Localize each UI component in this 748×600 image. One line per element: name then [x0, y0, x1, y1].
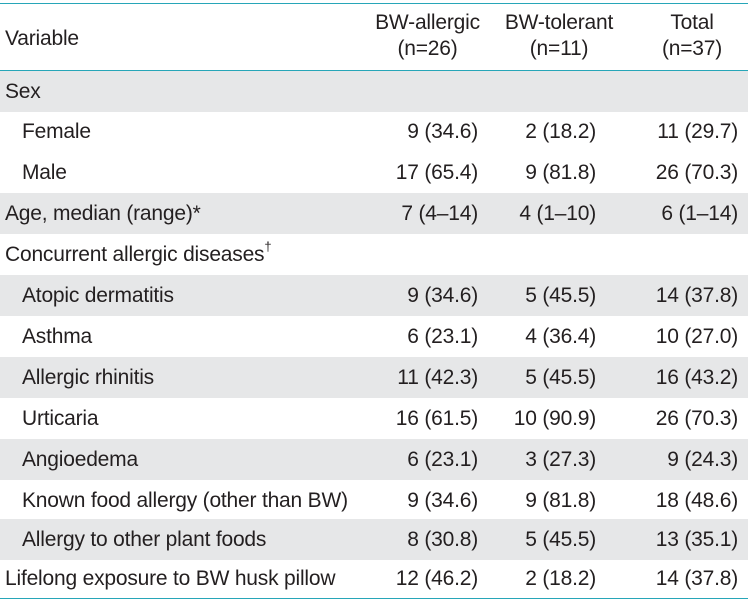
table-row-known-food-allergy: Known food allergy (other than BW) 9 (34… — [0, 480, 748, 521]
table-row-urticaria: Urticaria 16 (61.5) 10 (90.9) 26 (70.3) — [0, 398, 748, 439]
header-bw-tolerant-label: BW-tolerant — [504, 11, 614, 34]
row-value-allergic: 11 (42.3) — [397, 366, 478, 389]
row-value-allergic: 9 (34.6) — [407, 489, 478, 512]
row-value-total: 10 (27.0) — [655, 325, 738, 348]
row-value-total: 26 (70.3) — [655, 407, 738, 430]
row-value-tolerant: 9 (81.8) — [525, 489, 596, 512]
row-label: Age, median (range)* — [5, 202, 201, 225]
row-label: Known food allergy (other than BW) — [22, 489, 348, 512]
row-label: Concurrent allergic diseases† — [5, 234, 272, 275]
header-total-n: (n=37) — [661, 37, 723, 60]
row-label: Asthma — [22, 325, 92, 348]
row-value-total: 9 (24.3) — [667, 448, 738, 471]
table-row-age: Age, median (range)* 7 (4–14) 4 (1–10) 6… — [0, 193, 748, 234]
row-value-allergic: 7 (4–14) — [401, 202, 478, 225]
table-row-allergic-rhinitis: Allergic rhinitis 11 (42.3) 5 (45.5) 16 … — [0, 357, 748, 398]
row-label: Sex — [5, 80, 41, 103]
row-value-allergic: 6 (23.1) — [407, 448, 478, 471]
row-label: Lifelong exposure to BW husk pillow — [5, 567, 336, 590]
table-row-concurrent-allergic-diseases: Concurrent allergic diseases† — [0, 234, 748, 275]
table-top-rule — [0, 3, 748, 4]
table-header: Variable BW-allergic (n=26) BW-tolerant … — [0, 4, 748, 70]
row-value-total: 14 (37.8) — [655, 284, 738, 307]
header-bw-allergic-label: BW-allergic — [375, 11, 480, 34]
row-value-allergic: 16 (61.5) — [395, 407, 478, 430]
header-bw-tolerant: BW-tolerant (n=11) — [496, 10, 622, 62]
row-value-tolerant: 3 (27.3) — [525, 448, 596, 471]
row-value-total: 13 (35.1) — [655, 528, 738, 551]
dagger-footnote-mark: † — [264, 239, 272, 254]
row-value-total: 11 (29.7) — [657, 120, 738, 143]
table-bottom-rule — [0, 598, 748, 599]
row-value-allergic: 17 (65.4) — [395, 161, 478, 184]
table-row-allergy-other-plant-foods: Allergy to other plant foods 8 (30.8) 5 … — [0, 519, 748, 560]
row-label-text: Concurrent allergic diseases — [5, 243, 265, 266]
table-row-sex: Sex — [0, 71, 748, 112]
row-value-tolerant: 5 (45.5) — [525, 284, 596, 307]
row-value-total: 6 (1–14) — [661, 202, 738, 225]
row-value-total: 18 (48.6) — [655, 489, 738, 512]
row-label: Angioedema — [22, 448, 138, 471]
table-row-angioedema: Angioedema 6 (23.1) 3 (27.3) 9 (24.3) — [0, 439, 748, 480]
table-row-asthma: Asthma 6 (23.1) 4 (36.4) 10 (27.0) — [0, 316, 748, 357]
row-label: Female — [22, 120, 91, 143]
row-label: Male — [22, 161, 67, 184]
row-label: Allergic rhinitis — [22, 366, 154, 389]
row-value-total: 14 (37.8) — [655, 567, 738, 590]
row-value-tolerant: 2 (18.2) — [525, 567, 596, 590]
row-value-tolerant: 10 (90.9) — [513, 407, 596, 430]
row-value-allergic: 9 (34.6) — [407, 284, 478, 307]
row-value-allergic: 6 (23.1) — [407, 325, 478, 348]
header-variable: Variable — [5, 27, 79, 50]
row-label: Atopic dermatitis — [22, 284, 174, 307]
table-row-male: Male 17 (65.4) 9 (81.8) 26 (70.3) — [0, 152, 748, 193]
table-row-female: Female 9 (34.6) 2 (18.2) 11 (29.7) — [0, 111, 748, 152]
row-value-tolerant: 4 (1–10) — [519, 202, 596, 225]
row-value-total: 16 (43.2) — [655, 366, 738, 389]
row-value-tolerant: 2 (18.2) — [525, 120, 596, 143]
row-value-tolerant: 5 (45.5) — [525, 528, 596, 551]
row-value-allergic: 9 (34.6) — [407, 120, 478, 143]
table-row-atopic-dermatitis: Atopic dermatitis 9 (34.6) 5 (45.5) 14 (… — [0, 275, 748, 316]
header-bw-allergic: BW-allergic (n=26) — [360, 10, 495, 62]
header-bw-allergic-n: (n=26) — [397, 37, 458, 60]
header-bw-tolerant-n: (n=11) — [529, 37, 589, 60]
row-value-tolerant: 9 (81.8) — [525, 161, 596, 184]
header-total-label: Total — [670, 11, 714, 34]
row-value-tolerant: 4 (36.4) — [525, 325, 596, 348]
row-label: Allergy to other plant foods — [22, 528, 267, 551]
row-value-total: 26 (70.3) — [655, 161, 738, 184]
row-value-tolerant: 5 (45.5) — [525, 366, 596, 389]
header-rule — [0, 70, 748, 71]
row-value-allergic: 8 (30.8) — [407, 528, 478, 551]
row-label: Urticaria — [22, 407, 99, 430]
table-row-lifelong-exposure: Lifelong exposure to BW husk pillow 12 (… — [0, 558, 748, 599]
row-value-allergic: 12 (46.2) — [395, 567, 478, 590]
header-total: Total (n=37) — [636, 10, 748, 62]
